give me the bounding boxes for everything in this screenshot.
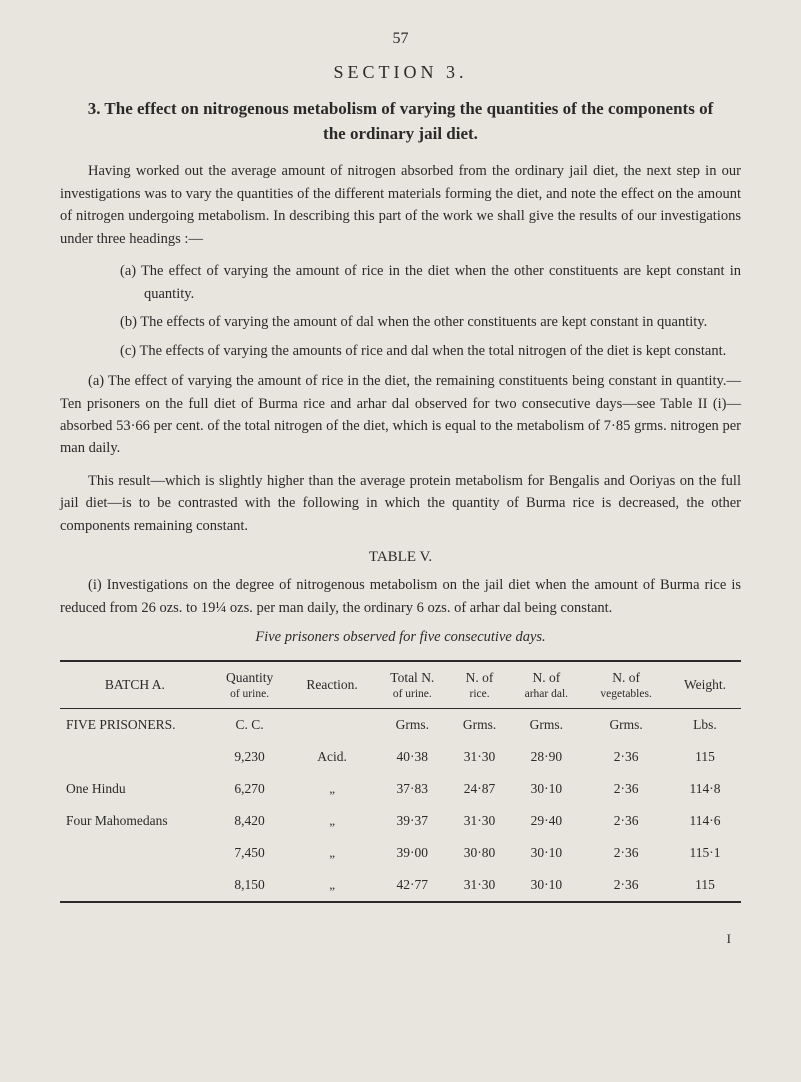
data-table: BATCH A. Quantity of urine. Reaction. To… <box>60 660 741 903</box>
list-item-a: (a) The effect of varying the amount of … <box>120 260 741 305</box>
row3-nveg: 2·36 <box>583 837 669 869</box>
th-nrice: N. of rice. <box>450 661 510 709</box>
table-header-row: BATCH A. Quantity of urine. Reaction. To… <box>60 661 741 709</box>
row1-label: One Hindu <box>60 773 210 805</box>
row0-nrice: 31·30 <box>450 741 510 773</box>
row2-nrice: 31·30 <box>450 805 510 837</box>
row0-reaction: Acid. <box>289 741 374 773</box>
unit-grms1: Grms. <box>375 709 450 742</box>
th-batch: BATCH A. <box>60 661 210 709</box>
page-number: 57 <box>60 30 741 48</box>
row2-narhar: 29·40 <box>509 805 583 837</box>
table-row: 9,230 Acid. 40·38 31·30 28·90 2·36 115 <box>60 741 741 773</box>
th-nrice-main: N. of <box>466 670 494 685</box>
row4-label <box>60 869 210 902</box>
row3-label <box>60 837 210 869</box>
table-row: 7,450 „ 39·00 30·80 30·10 2·36 115·1 <box>60 837 741 869</box>
row3-qty: 7,450 <box>210 837 290 869</box>
table-row: Four Mahomedans 8,420 „ 39·37 31·30 29·4… <box>60 805 741 837</box>
row4-nrice: 31·30 <box>450 869 510 902</box>
row1-totaln: 37·83 <box>375 773 450 805</box>
footer-signature-mark: I <box>60 931 741 947</box>
th-reaction: Reaction. <box>289 661 374 709</box>
th-nveg-sub: vegetables. <box>587 688 665 700</box>
subsection-heading: 3. The effect on nitrogenous metabolism … <box>80 97 721 146</box>
row2-label: Four Mahomedans <box>60 805 210 837</box>
th-narhar-main: N. of <box>532 670 560 685</box>
th-totaln-sub: of urine. <box>379 688 446 700</box>
row4-narhar: 30·10 <box>509 869 583 902</box>
th-nveg-main: N. of <box>612 670 640 685</box>
row2-qty: 8,420 <box>210 805 290 837</box>
th-quantity: Quantity of urine. <box>210 661 290 709</box>
th-narhar-sub: arhar dal. <box>513 688 579 700</box>
unit-grms3: Grms. <box>509 709 583 742</box>
table-row: One Hindu 6,270 „ 37·83 24·87 30·10 2·36… <box>60 773 741 805</box>
unit-lbs: Lbs. <box>669 709 741 742</box>
unit-grms4: Grms. <box>583 709 669 742</box>
row3-weight: 115·1 <box>669 837 741 869</box>
row0-nveg: 2·36 <box>583 741 669 773</box>
row4-nveg: 2·36 <box>583 869 669 902</box>
row3-narhar: 30·10 <box>509 837 583 869</box>
row4-reaction: „ <box>289 869 374 902</box>
row0-label: FIVE PRISONERS. <box>60 709 210 742</box>
row0-totaln: 40·38 <box>375 741 450 773</box>
row2-reaction: „ <box>289 805 374 837</box>
th-nveg: N. of vegetables. <box>583 661 669 709</box>
table-intro: (i) Investigations on the degree of nitr… <box>60 574 741 619</box>
paragraph-1: Having worked out the average amount of … <box>60 160 741 250</box>
table-row: 8,150 „ 42·77 31·30 30·10 2·36 115 <box>60 869 741 902</box>
row3-reaction: „ <box>289 837 374 869</box>
row1-weight: 114·8 <box>669 773 741 805</box>
th-totaln-main: Total N. <box>390 670 434 685</box>
row4-totaln: 42·77 <box>375 869 450 902</box>
list-item-c: (c) The effects of varying the amounts o… <box>120 340 741 362</box>
unit-cc: C. C. <box>210 709 290 742</box>
table-unit-row: FIVE PRISONERS. C. C. Grms. Grms. Grms. … <box>60 709 741 742</box>
table-caption: Five prisoners observed for five consecu… <box>60 629 741 646</box>
headings-list: (a) The effect of varying the amount of … <box>120 260 741 362</box>
row1-nveg: 2·36 <box>583 773 669 805</box>
row1-qty: 6,270 <box>210 773 290 805</box>
document-page: 57 SECTION 3. 3. The effect on nitrogeno… <box>0 0 801 1082</box>
row0-weight: 115 <box>669 741 741 773</box>
unit-blank <box>289 709 374 742</box>
unit-grms2: Grms. <box>450 709 510 742</box>
row2-weight: 114·6 <box>669 805 741 837</box>
th-quantity-sub: of urine. <box>214 688 286 700</box>
row0-qty: 9,230 <box>210 741 290 773</box>
row2-totaln: 39·37 <box>375 805 450 837</box>
row1-reaction: „ <box>289 773 374 805</box>
row3-nrice: 30·80 <box>450 837 510 869</box>
th-narhar: N. of arhar dal. <box>509 661 583 709</box>
row1-narhar: 30·10 <box>509 773 583 805</box>
row3-totaln: 39·00 <box>375 837 450 869</box>
row4-weight: 115 <box>669 869 741 902</box>
th-totaln: Total N. of urine. <box>375 661 450 709</box>
row0-narhar: 28·90 <box>509 741 583 773</box>
th-weight: Weight. <box>669 661 741 709</box>
table-heading: TABLE V. <box>60 549 741 566</box>
row0-label-blank <box>60 741 210 773</box>
row4-qty: 8,150 <box>210 869 290 902</box>
paragraph-2: (a) The effect of varying the amount of … <box>60 370 741 460</box>
list-item-b: (b) The effects of varying the amount of… <box>120 311 741 333</box>
th-nrice-sub: rice. <box>454 688 506 700</box>
row2-nveg: 2·36 <box>583 805 669 837</box>
paragraph-3: This result—which is slightly higher tha… <box>60 470 741 537</box>
section-heading: SECTION 3. <box>60 62 741 83</box>
row1-nrice: 24·87 <box>450 773 510 805</box>
th-quantity-main: Quantity <box>226 670 273 685</box>
